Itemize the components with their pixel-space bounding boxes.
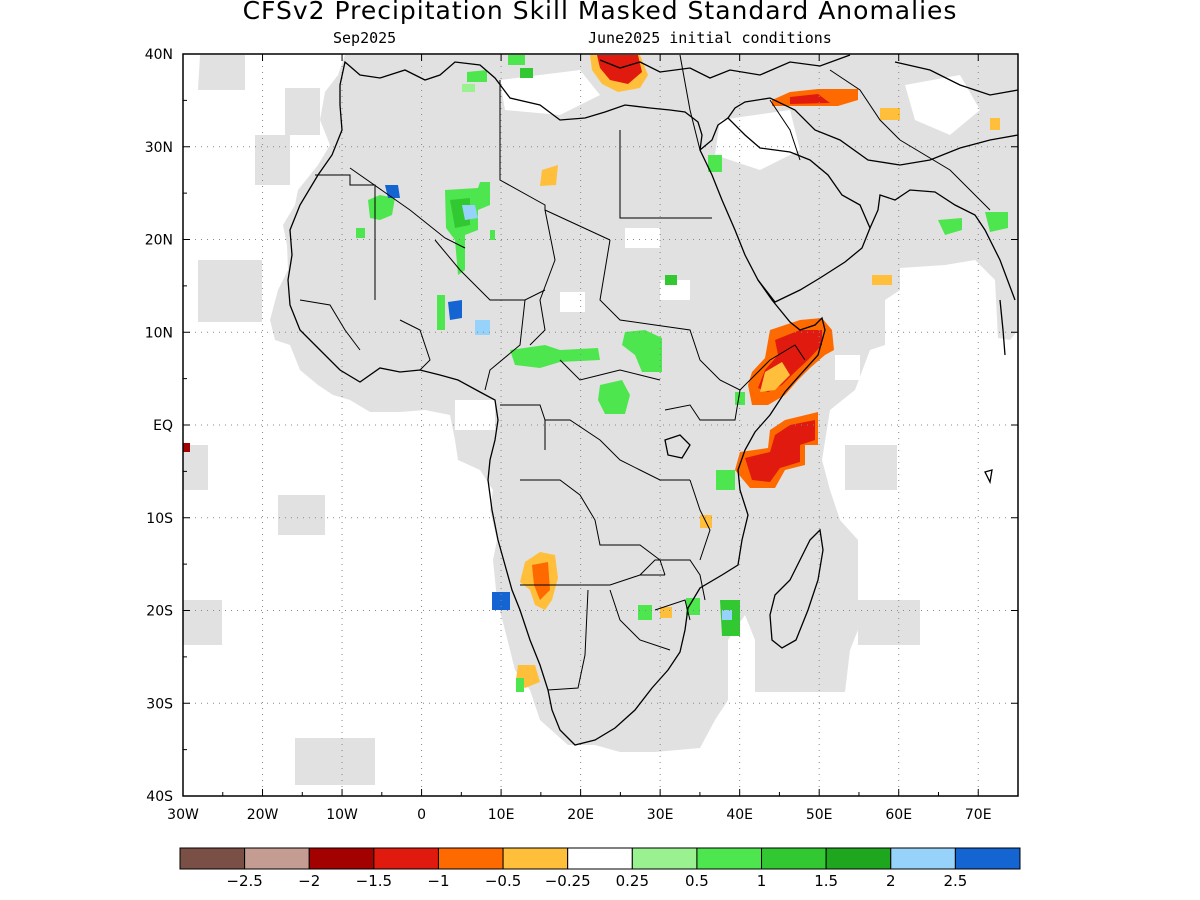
x-tick-label: 70E: [965, 807, 992, 823]
y-tick-label: 40S: [146, 789, 173, 805]
colorbar-label: 2.5: [943, 872, 967, 890]
colorbar-label: 2: [886, 872, 896, 890]
colorbar-swatch: [437, 847, 504, 870]
y-tick-label: 30N: [145, 140, 173, 156]
colorbar-swatch: [373, 847, 439, 870]
skill-holes: [455, 70, 980, 430]
y-tick-label: EQ: [153, 418, 173, 434]
colorbar-swatch: [761, 847, 827, 870]
x-tick-label: 10E: [488, 807, 515, 823]
y-tick-label: 40N: [145, 47, 173, 63]
colorbar-label: −2.5: [226, 872, 262, 890]
colorbar-swatch: [696, 847, 763, 870]
chart-title: CFSv2 Precipitation Skill Masked Standar…: [242, 0, 958, 25]
colorbar-label: −1: [427, 872, 449, 890]
colorbar-swatch: [567, 847, 633, 870]
x-tick-label: 20E: [567, 807, 594, 823]
x-tick-label: 20W: [247, 807, 279, 823]
colorbar-swatch: [631, 847, 698, 870]
x-tick-label: 0: [417, 807, 426, 823]
colorbar-label: −1.5: [356, 872, 392, 890]
coastlines: [287, 54, 1018, 746]
colorbar-label: 1: [757, 872, 767, 890]
x-tick-label: 50E: [806, 807, 833, 823]
y-axis: 40N 30N 20N 10N EQ 10S 20S 30S 40S: [145, 47, 1018, 805]
y-tick-label: 30S: [146, 696, 173, 712]
colorbar-swatch: [825, 847, 892, 870]
colorbar-swatch: [502, 847, 569, 870]
colorbar-swatch: [179, 847, 246, 870]
x-tick-label: 30E: [647, 807, 674, 823]
x-tick-label: 10W: [326, 807, 358, 823]
y-tick-label: 20N: [145, 233, 173, 249]
country-borders: [299, 54, 991, 691]
forecast-month: Sep2025: [333, 29, 397, 47]
colorbar: −2.5 −2 −1.5 −1 −0.5 −0.25 0.25 0.5 1 1.5 2 2.5: [179, 847, 1021, 890]
y-tick-label: 10N: [145, 325, 173, 341]
colorbar-label: 1.5: [814, 872, 838, 890]
initial-conditions: June2025 initial conditions: [588, 29, 832, 47]
anomaly-patches: [183, 55, 1008, 692]
x-tick-label: 40E: [726, 807, 753, 823]
y-tick-label: 10S: [146, 511, 173, 527]
x-tick-label: 60E: [885, 807, 912, 823]
x-tick-label: 30W: [167, 807, 199, 823]
colorbar-label: 0.25: [616, 872, 649, 890]
colorbar-swatch: [308, 847, 375, 870]
colorbar-swatch: [954, 847, 1021, 870]
colorbar-label: 0.5: [685, 872, 709, 890]
colorbar-label: −0.5: [485, 872, 521, 890]
colorbar-label: −2: [298, 872, 320, 890]
y-tick-label: 20S: [146, 604, 173, 620]
colorbar-label: −0.25: [545, 872, 591, 890]
grid-lines: [183, 54, 1018, 796]
colorbar-swatch: [890, 847, 956, 870]
x-axis: 30W 20W 10W 0 10E 20E 30E 40E 50E 60E 70E: [167, 54, 992, 823]
colorbar-swatch: [244, 847, 310, 870]
